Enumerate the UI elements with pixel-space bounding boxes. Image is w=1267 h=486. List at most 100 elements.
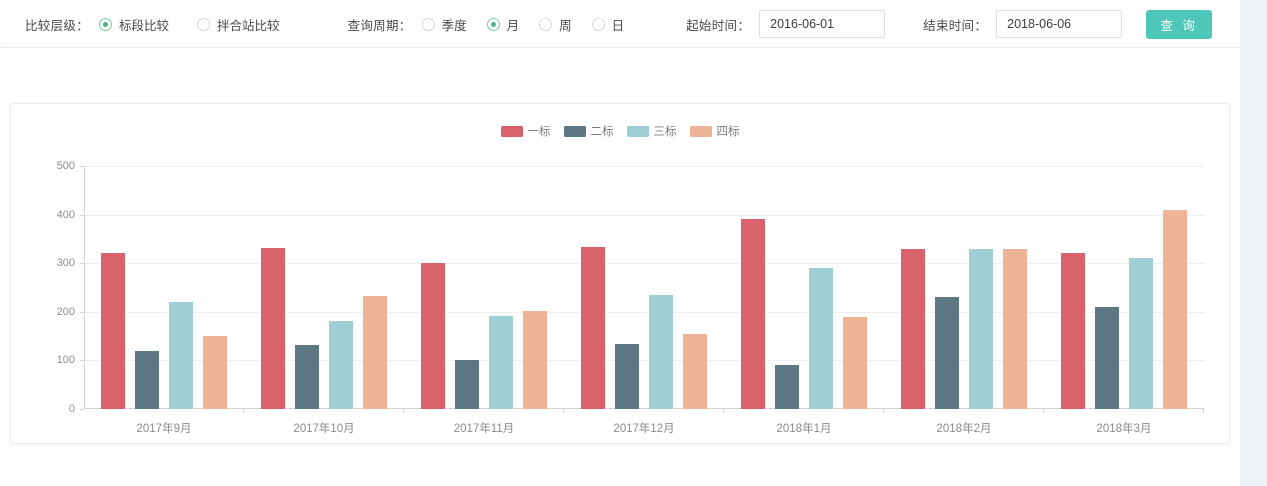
radio-unselected-icon[interactable] [539, 17, 553, 31]
y-axis-tick-label: 300 [57, 257, 85, 269]
x-axis-tick-label: 2017年10月 [293, 423, 355, 435]
bar-group: 2017年10月 [244, 166, 404, 435]
chart-card: 一标 二标 三标 四标 0 100 200 300 400 500 2017年9月 2017年10月… [10, 103, 1230, 444]
query-button[interactable]: 查 询 [1146, 9, 1213, 39]
radio-unselected-icon[interactable] [197, 17, 211, 31]
compare-level-radio-group[interactable]: 标段比较 拌合站比较 [99, 15, 280, 34]
y-axis [84, 166, 85, 409]
radio-query-period-3[interactable]: 日 [591, 15, 625, 34]
x-axis-tick-label: 2017年11月 [453, 423, 515, 435]
app-root: 比较层级： 标段比较 拌合站比较 查询周期： 季度 月 周 [0, 0, 1240, 486]
y-axis-tick-label: 500 [57, 160, 85, 172]
bar-1[interactable] [421, 262, 445, 409]
legend-item-label: 一标 [527, 126, 551, 138]
bar-4[interactable] [523, 311, 547, 409]
bar-group: 2017年9月 [84, 166, 244, 435]
legend-item-1[interactable]: 一标 [500, 123, 551, 139]
bar-4[interactable] [683, 334, 707, 409]
y-axis-tick-label: 0 [69, 403, 85, 415]
bar-group: 2018年2月 [884, 166, 1044, 435]
legend-swatch-icon [626, 125, 649, 137]
bar-2[interactable] [935, 297, 959, 409]
legend-swatch-icon [500, 125, 523, 137]
bar-3[interactable] [809, 268, 833, 409]
bar-2[interactable] [615, 343, 639, 409]
bar-3[interactable] [489, 316, 513, 409]
y-gridline [84, 214, 1204, 216]
radio-query-period-2[interactable]: 周 [539, 15, 572, 34]
radio-compare-level-1-label: 拌合站比较 [217, 18, 280, 33]
bar-1[interactable] [261, 247, 285, 409]
legend-item-label: 三标 [653, 126, 677, 138]
x-axis-tick-label: 2017年12月 [613, 423, 675, 435]
bar-2[interactable] [135, 350, 159, 409]
bar-4[interactable] [363, 296, 387, 409]
radio-query-period-1-label: 月 [506, 18, 520, 33]
start-time-label: 起始时间： [686, 18, 751, 33]
bar-group: 2018年1月 [724, 166, 884, 435]
radio-query-period-0-label: 季度 [441, 18, 467, 33]
y-gridline [84, 166, 1204, 167]
y-axis-tick-label: 400 [57, 209, 85, 221]
legend-item-4[interactable]: 四标 [689, 123, 740, 139]
bar-3[interactable] [969, 248, 993, 409]
radio-compare-level-1[interactable]: 拌合站比较 [197, 15, 280, 34]
bar-2[interactable] [295, 344, 319, 409]
radio-compare-level-0[interactable]: 标段比较 [99, 15, 169, 34]
end-time-label: 结束时间： [923, 18, 988, 33]
x-axis-tick-label: 2018年1月 [776, 423, 832, 435]
y-axis-tick-label: 200 [57, 306, 85, 318]
bar-3[interactable] [169, 302, 193, 409]
y-gridline [84, 360, 1204, 362]
x-axis [84, 408, 1204, 409]
bar-2[interactable] [455, 359, 479, 409]
toolbar-divider [0, 47, 1240, 48]
bar-3[interactable] [649, 295, 673, 409]
legend-swatch-icon [689, 125, 712, 137]
legend-item-label: 四标 [716, 126, 740, 138]
radio-query-period-2-label: 周 [559, 18, 572, 33]
bar-2[interactable] [1095, 306, 1119, 409]
bar-1[interactable] [1061, 253, 1085, 409]
chart-plot-area: 0 100 200 300 400 500 2017年9月 2017年10月 2017年11月 2… [57, 160, 1204, 435]
query-period-radio-group[interactable]: 季度 月 周 日 [421, 15, 625, 34]
x-axis-tick-label: 2017年9月 [136, 423, 192, 435]
bar-group: 2018年3月 [1044, 166, 1204, 435]
query-period-label: 查询周期： [347, 18, 412, 33]
legend-item-2[interactable]: 二标 [563, 123, 614, 139]
bar-3[interactable] [1129, 258, 1153, 409]
radio-selected-icon[interactable] [99, 17, 113, 31]
bar-1[interactable] [581, 246, 605, 409]
chart-legend: 一标 二标 三标 四标 [11, 123, 1229, 139]
bar-1[interactable] [901, 248, 925, 409]
bar-1[interactable] [741, 219, 765, 409]
bar-4[interactable] [1003, 248, 1027, 409]
end-date-input[interactable] [996, 10, 1123, 38]
bar-group: 2017年12月 [564, 166, 724, 435]
radio-selected-icon[interactable] [486, 17, 500, 31]
bar-2[interactable] [775, 365, 799, 409]
y-axis-tick-label: 100 [57, 354, 85, 366]
legend-item-label: 二标 [590, 126, 614, 138]
legend-swatch-icon [563, 125, 586, 137]
radio-compare-level-0-label: 标段比较 [119, 18, 170, 33]
radio-unselected-icon[interactable] [591, 17, 605, 31]
bar-4[interactable] [1163, 209, 1187, 409]
radio-query-period-0[interactable]: 季度 [421, 15, 467, 34]
bar-group: 2017年11月 [404, 166, 564, 435]
compare-level-label: 比较层级： [25, 18, 90, 33]
radio-query-period-3-label: 日 [611, 18, 625, 33]
bar-1[interactable] [101, 253, 125, 409]
radio-query-period-1[interactable]: 月 [486, 15, 520, 34]
legend-item-3[interactable]: 三标 [626, 123, 677, 139]
y-gridline [84, 263, 1204, 265]
bar-4[interactable] [843, 316, 867, 409]
filter-toolbar: 比较层级： 标段比较 拌合站比较 查询周期： 季度 月 周 [0, 0, 1240, 48]
x-axis-tick-label: 2018年3月 [1096, 423, 1152, 435]
bar-4[interactable] [203, 336, 227, 409]
start-date-input[interactable] [759, 10, 886, 38]
bar-3[interactable] [329, 320, 353, 409]
x-axis-tick-label: 2018年2月 [936, 423, 992, 435]
radio-unselected-icon[interactable] [421, 17, 435, 31]
y-gridline [84, 311, 1204, 313]
